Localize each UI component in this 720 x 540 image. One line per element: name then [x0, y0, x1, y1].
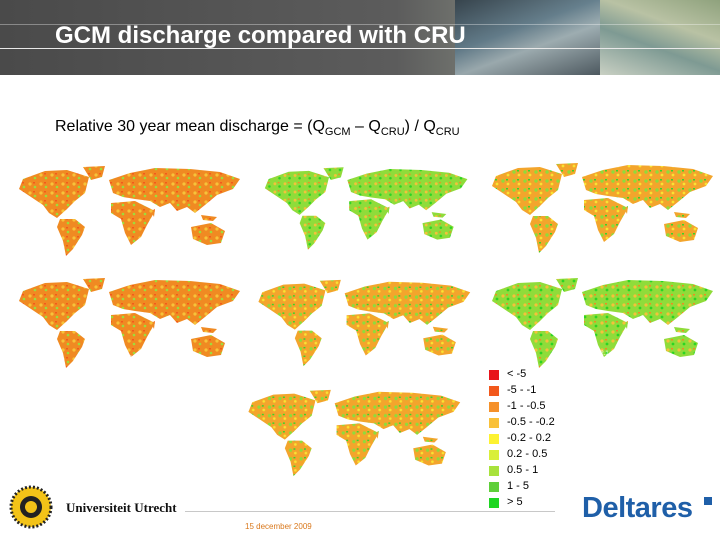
world-map — [264, 167, 468, 250]
legend-swatch — [489, 434, 499, 444]
legend-swatch — [489, 466, 499, 476]
map-label: ECHAM5 — [337, 236, 363, 242]
legend-swatch — [489, 418, 499, 428]
world-map — [492, 163, 713, 253]
legend-label: 0.5 - 1 — [507, 464, 539, 476]
world-map — [258, 279, 471, 367]
legend-label: > 5 — [507, 496, 523, 508]
university-name: Universiteit Utrecht — [66, 500, 177, 515]
utrecht-logo — [9, 485, 53, 529]
world-map — [19, 278, 240, 368]
legend-swatch — [489, 482, 499, 492]
subscript: CRU — [380, 126, 405, 138]
legend-swatch — [489, 498, 499, 508]
map-label: GFDL-CM2.1 — [573, 351, 609, 357]
legend-label: 1 - 5 — [507, 480, 530, 492]
legend-label: < -5 — [507, 368, 527, 380]
legend-swatch — [489, 370, 499, 380]
world-map — [19, 166, 240, 256]
world-map — [248, 389, 461, 477]
legend-swatch — [489, 386, 499, 396]
subtitle-text: ) / Q — [404, 118, 436, 135]
legend-label: -1 - -0.5 — [507, 400, 546, 412]
header-rule — [0, 24, 720, 25]
map-label: MIROC3.2med — [332, 364, 372, 370]
slide-title: GCM discharge compared with CRU — [55, 22, 466, 49]
legend-label: -0.5 - -0.2 — [507, 416, 555, 428]
legend-label: 0.2 - 0.5 — [507, 448, 548, 460]
legend-label: -0.2 - 0.2 — [507, 432, 552, 444]
header-photo — [455, 0, 600, 75]
header-photo — [600, 0, 720, 75]
map-label: GISS-ER — [98, 247, 123, 253]
legend-swatch — [489, 402, 499, 412]
subscript: GCM — [324, 126, 351, 138]
map-label: CGCM3.3.2 — [558, 241, 590, 247]
legend-swatch — [489, 450, 499, 460]
subscript: CRU — [435, 126, 460, 138]
deltares-icon — [704, 497, 712, 505]
subtitle-text: Relative 30 year mean discharge = (Q — [55, 118, 325, 135]
subtitle-text: – Q — [350, 118, 381, 135]
company-logo: Deltares — [582, 492, 693, 524]
legend-label: -5 - -1 — [507, 384, 537, 396]
map-label: CSIRO-MK3.0 — [94, 356, 133, 362]
header-rule — [0, 48, 720, 49]
footer-rule — [185, 511, 555, 512]
map-label: Mean GCM — [326, 483, 357, 489]
date: 15 december 2009 — [245, 522, 312, 531]
subtitle: Relative 30 year mean discharge = (QGCM … — [55, 118, 460, 138]
